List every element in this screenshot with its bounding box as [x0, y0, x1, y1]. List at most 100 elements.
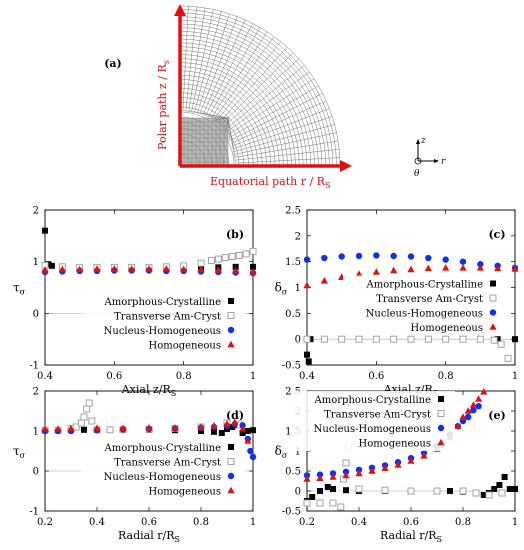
legend-entry-label: Amorphous-Crystalline [366, 280, 484, 291]
data-point [235, 252, 243, 259]
legend-entry-label: Transverse Am-Cryst [114, 458, 221, 469]
x-tick-label: 0.8 [193, 517, 209, 528]
y-tick-label: 0 [295, 335, 301, 346]
mesh-spoke [185, 6, 197, 111]
data-point [464, 407, 472, 414]
data-point [211, 428, 217, 435]
data-point [239, 430, 246, 436]
data-point [442, 264, 450, 271]
data-point [437, 410, 445, 417]
mesh-spoke [207, 27, 261, 118]
data-point [511, 265, 519, 272]
legend-background [81, 293, 245, 353]
data-point [407, 487, 415, 495]
data-point [494, 264, 502, 272]
y-axis-label-text: δ [275, 444, 282, 458]
data-point [407, 265, 415, 273]
y-tick-label: 2 [33, 206, 39, 217]
data-point [489, 323, 497, 330]
mesh-spoke [202, 19, 246, 115]
x-tick-label: 0.8 [455, 517, 471, 528]
axis-z-label: z [420, 136, 426, 146]
x-tick-label: 0.6 [141, 517, 157, 528]
y-axis-label-sub: σ [20, 451, 26, 460]
data-point [303, 281, 311, 289]
legend-entry-label: Amorphous-Crystalline [104, 297, 222, 308]
data-point [494, 336, 501, 343]
legend: Amorphous-Crystalline Transverse Am-Cryst… [343, 275, 507, 336]
polar-path-label: Polar path z / Rs [156, 60, 171, 150]
x-tick-label: 1 [512, 517, 518, 528]
data-points [41, 399, 257, 461]
y-tick-label: 1 [295, 283, 301, 294]
data-point [232, 267, 240, 274]
legend-entry-label: Transverse Am-Cryst [324, 410, 431, 421]
y-tick-label: -0.5 [282, 507, 301, 518]
mesh-spoke [223, 65, 305, 131]
x-tick-label: 1 [250, 517, 256, 528]
mesh-spoke [235, 157, 340, 164]
data-point [249, 247, 257, 255]
data-point [390, 252, 397, 260]
x-axis-label-text: Radial r/R [380, 529, 437, 542]
x-axis-label-sub: S [171, 389, 176, 398]
data-point [228, 444, 234, 450]
mesh-spoke [231, 100, 327, 144]
mesh-spoke [212, 36, 275, 121]
data-point [498, 489, 506, 497]
data-point [218, 430, 225, 436]
data-point [171, 424, 179, 431]
data-point [459, 413, 467, 420]
mesh-spoke [234, 124, 335, 152]
legend-entry-label: Nucleus-Homogeneous [314, 424, 431, 435]
data-point [442, 335, 450, 343]
legend-background [291, 391, 455, 451]
panel-label: (c) [488, 228, 505, 241]
equatorial-path-label: Equatorial path r / RS [210, 175, 330, 190]
data-point [489, 294, 497, 302]
data-point [232, 263, 239, 270]
series-nucleus-homogeneous [303, 252, 519, 272]
data-point [72, 423, 80, 431]
data-point [425, 254, 432, 262]
y-axis-label-sub: σ [282, 288, 288, 297]
data-point [227, 340, 235, 348]
data-point [244, 428, 251, 434]
data-point [447, 488, 453, 494]
data-point [420, 452, 428, 459]
data-point [459, 264, 467, 271]
data-point [93, 265, 101, 272]
data-point [80, 413, 88, 421]
data-point [58, 265, 66, 273]
x-tick-label: 1 [512, 371, 518, 382]
data-point [373, 252, 380, 259]
data-point [207, 257, 215, 265]
legend-entry-label: Transverse Am-Cryst [376, 294, 483, 305]
data-point [110, 265, 118, 272]
data-point [88, 417, 96, 425]
x-tick-label: 0.6 [368, 371, 384, 382]
data-point [424, 335, 432, 343]
mesh-transition [227, 117, 231, 141]
data-point [469, 401, 477, 408]
data-point [316, 499, 324, 507]
mesh-spoke [219, 52, 294, 127]
data-point [501, 474, 508, 480]
data-point [307, 336, 314, 343]
data-point [145, 424, 153, 431]
data-point [433, 487, 441, 495]
legend-entry-label: Homogeneous [410, 323, 483, 334]
data-point [119, 424, 127, 431]
data-point [476, 335, 484, 343]
mesh-spoke [233, 116, 333, 149]
data-point [197, 259, 205, 267]
y-tick-label: 1 [295, 447, 301, 458]
mesh-spoke [229, 93, 323, 141]
data-point [304, 351, 310, 358]
data-point [83, 405, 91, 413]
y-axis-label-text: δ [275, 281, 282, 295]
data-point [459, 335, 467, 343]
